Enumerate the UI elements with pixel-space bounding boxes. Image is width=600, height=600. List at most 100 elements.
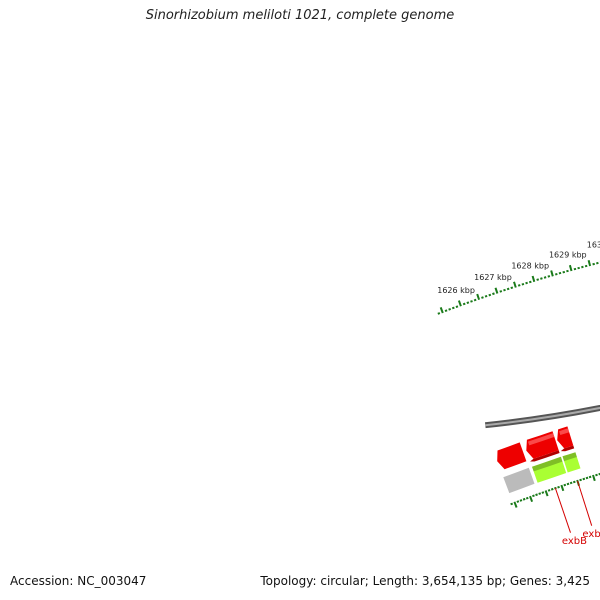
inner-tick: [525, 496, 529, 500]
inner-tick: [569, 481, 573, 485]
ruler-tick: [536, 278, 540, 281]
ruler-tick: [540, 277, 543, 280]
inner-tick: [563, 483, 567, 487]
inner-tick: [516, 500, 520, 503]
inner-tick: [595, 473, 598, 477]
inner-tick: [582, 477, 586, 481]
label-leader: [554, 488, 571, 533]
gene-track: [497, 426, 575, 470]
ruler-tick: [596, 261, 599, 265]
inner-tick: [588, 475, 592, 479]
genome-backbone: [484, 404, 600, 429]
inner-tick: [592, 474, 596, 482]
genome-summary: Topology: circular; Length: 3,654,135 bp…: [260, 574, 590, 588]
ruler-tick: [592, 262, 595, 266]
inner-tick: [529, 495, 534, 503]
ruler-tick: [554, 272, 558, 276]
inner-tick: [519, 499, 523, 502]
ruler-tick: [439, 307, 444, 314]
inner-tick: [579, 478, 582, 482]
ruler-tick: [451, 306, 455, 310]
ruler-tick: [492, 292, 495, 296]
gene-label-exbD[interactable]: exbD: [582, 529, 600, 540]
inner-tick: [566, 482, 570, 486]
ruler-tick: [581, 265, 584, 269]
gene-shadow: [530, 450, 560, 462]
inner-tick: [522, 497, 526, 501]
inner-tick: [538, 492, 542, 495]
inner-tick: [560, 484, 565, 492]
ruler-tick: [457, 300, 462, 307]
gene-highlight: [527, 433, 555, 446]
ruler-tick: [525, 281, 528, 285]
ruler-tick: [499, 290, 503, 293]
ruler-tick: [476, 293, 481, 301]
ruler-tick: [455, 305, 459, 308]
inner-tick: [510, 502, 514, 506]
label-leader: [577, 480, 593, 526]
ruler-tick: [547, 275, 551, 278]
inner-tick: [585, 476, 589, 480]
ruler-tick: [444, 309, 448, 312]
ruler-tick: [473, 298, 477, 302]
cog-block-exbD[interactable]: [562, 452, 581, 473]
inner-tick: [532, 494, 535, 498]
ruler-tick: [587, 259, 592, 267]
ruler-tick: [481, 296, 484, 299]
cog-block-partial[interactable]: [503, 467, 535, 494]
ruler-tick: [550, 270, 554, 277]
ruler-tick: [566, 269, 569, 273]
ruler-tick: [573, 267, 577, 271]
cog-track: [503, 452, 581, 494]
ruler-tick: [517, 284, 521, 287]
ruler-tick: [437, 312, 441, 315]
ruler-tick: [584, 264, 588, 268]
kbp-label: 1627 kbp: [474, 273, 512, 282]
inner-tick: [513, 501, 518, 508]
inner-tick: [544, 490, 549, 497]
backbone-highlight: [485, 406, 600, 427]
gene-arrow-partial[interactable]: [497, 442, 527, 470]
cog-shade: [562, 452, 577, 462]
inner-tick: [541, 491, 545, 494]
inner-tick: [572, 480, 576, 484]
ruler-tick: [521, 282, 525, 286]
kbp-label: 1629 kbp: [549, 251, 587, 260]
ruler-tick: [543, 276, 547, 279]
gene-label-exbB[interactable]: exbB: [562, 536, 587, 547]
ruler-tick: [448, 308, 452, 311]
gene-shadow: [560, 445, 575, 452]
inner-tick: [557, 485, 560, 489]
cog-shade: [532, 456, 563, 472]
ruler-tick: [503, 288, 506, 292]
inner-tick: [535, 493, 538, 497]
ruler-tick: [494, 287, 499, 294]
gene-labels: exbBexbDSMc02083tolCSMc02081valS: [554, 480, 600, 547]
ruler-tick: [531, 275, 536, 283]
ruler-tick: [488, 293, 492, 297]
ruler-tick: [568, 264, 573, 272]
ruler-tick: [462, 302, 466, 306]
gene-highlight: [559, 428, 570, 435]
accession-text: Accession: NC_003047: [10, 574, 147, 588]
ruler-tick: [562, 270, 566, 274]
ruler-tick: [470, 300, 473, 303]
ruler-tick: [513, 281, 517, 288]
map-title: Sinorhizobium meliloti 1021, complete ge…: [145, 8, 455, 23]
kbp-label: 1628 kbp: [511, 261, 549, 270]
kbp-label: 1626 kbp: [437, 286, 475, 295]
cog-block-exbB[interactable]: [532, 456, 567, 483]
ruler-tick: [484, 294, 488, 298]
ruler-tick: [506, 287, 510, 291]
ruler-tick: [466, 301, 470, 304]
inner-tick: [547, 489, 551, 492]
ruler-tick: [528, 280, 532, 284]
ruler-tick: [510, 286, 514, 290]
kbp-label: 1630 kbp: [587, 241, 600, 250]
inner-tick: [550, 487, 554, 491]
backbone-ring: [484, 404, 600, 429]
ruler-tick: [577, 266, 580, 270]
ruler-tick: [558, 271, 562, 275]
